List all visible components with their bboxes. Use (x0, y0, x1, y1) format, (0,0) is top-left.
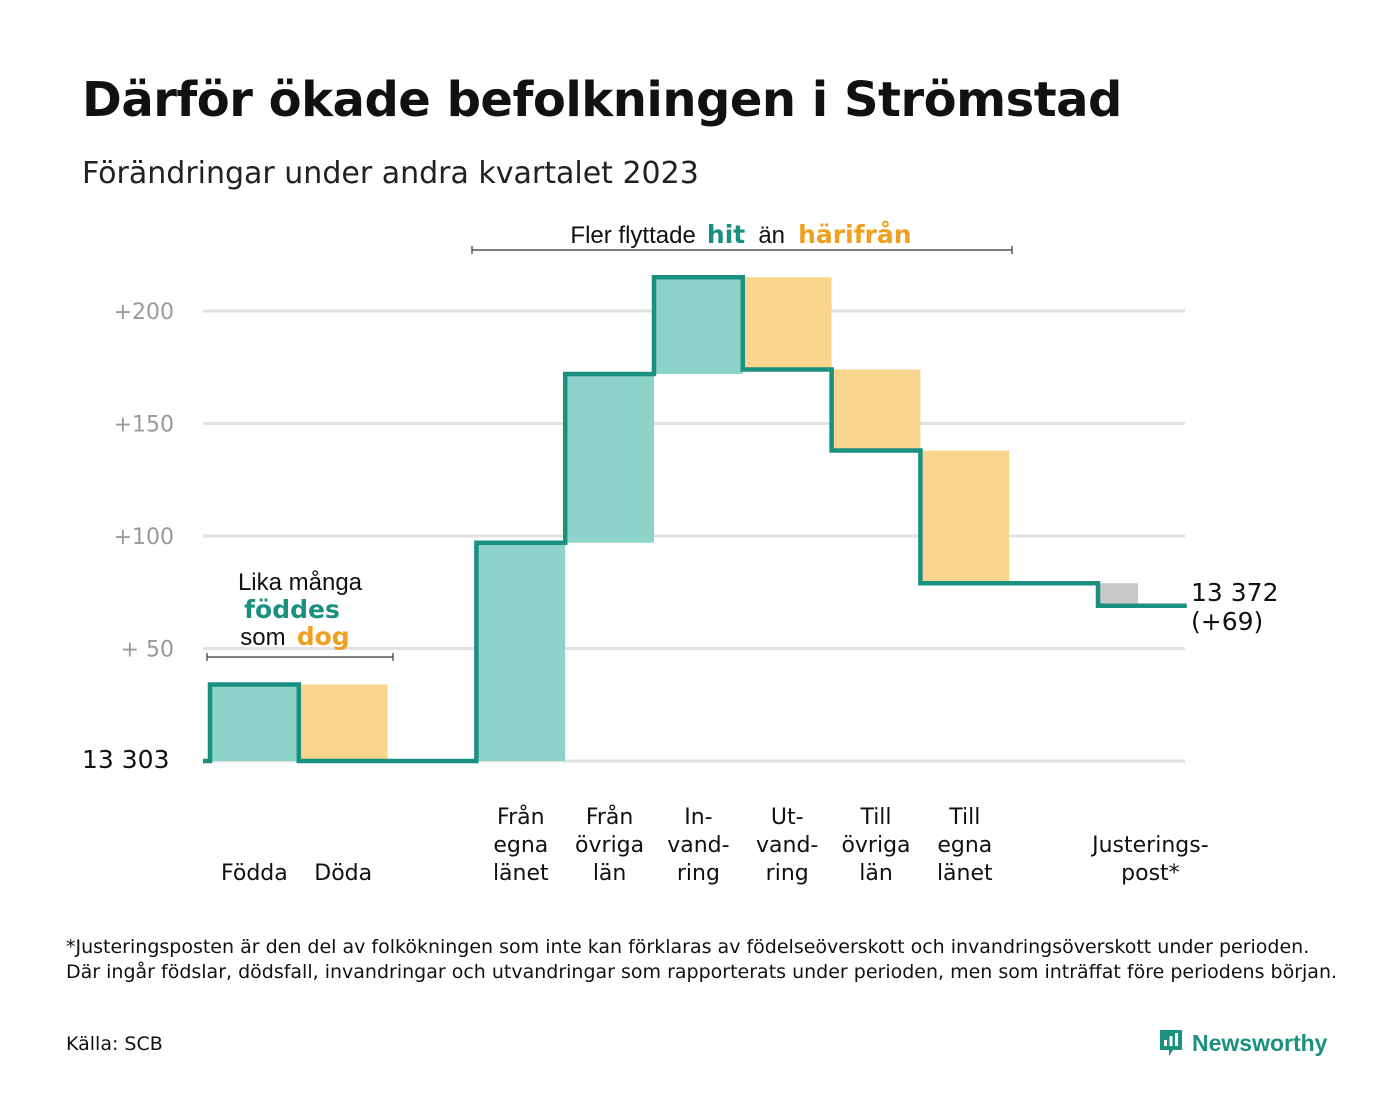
source-note: Källa: SCB (66, 1033, 163, 1055)
category-label: Till (859, 805, 891, 830)
svg-text:Fler flyttade hit: Fler flyttade hit än härifrån (570, 220, 911, 249)
bar-decrease (920, 450, 1010, 584)
annotation-left-bracket (206, 653, 394, 661)
bar-decrease (742, 277, 832, 370)
bar-increase (476, 542, 566, 761)
category-label: övriga (575, 833, 644, 858)
y-tick-label: +200 (114, 300, 174, 325)
category-labels: Födda Döda Från egna länet Från övriga län In-va… (221, 804, 1209, 886)
waterfall-bars (210, 277, 1138, 761)
category-label: egna (493, 833, 548, 858)
bar-decrease (831, 369, 921, 451)
category-label: Födda (221, 861, 288, 886)
step-line (203, 275, 1187, 764)
bar-adjustment (1100, 583, 1138, 606)
category-label: Justerings- (1090, 833, 1209, 858)
category-label: ring (766, 861, 809, 886)
end-value-label: 13 372 (1191, 578, 1278, 607)
category-label: län (593, 861, 627, 886)
bar-increase (565, 374, 654, 543)
annotation-top-harifran: härifrån (798, 220, 911, 249)
category-label: vand- (756, 833, 818, 858)
y-tick-label: +150 (114, 413, 174, 438)
annotation-top-text: Fler flyttade (570, 222, 695, 249)
category-label: egna (937, 833, 992, 858)
bar-increase (654, 277, 743, 374)
annotation-left-dog: dog (297, 622, 350, 651)
chart-subtitle: Förändringar under andra kvartalet 2023 (82, 156, 699, 191)
annotation-top-bracket (471, 246, 1013, 254)
footnote: *Justeringsposten är den del av folkökni… (66, 936, 1338, 983)
annotation-left-som: som (240, 624, 285, 651)
svg-text:som dog: som dog (240, 622, 349, 651)
births-deaths-annotation: Lika många föddes som dog (206, 569, 394, 661)
start-value-label: 13 303 (82, 745, 169, 774)
annotation-left-fodde: föddes (244, 595, 340, 624)
end-change-label: (+69) (1191, 607, 1263, 636)
bar-decrease (298, 684, 388, 761)
category-label: ring (677, 861, 720, 886)
category-label: post* (1121, 861, 1180, 886)
brand-logo: Newsworthy (1158, 1028, 1327, 1058)
category-label: Från (586, 804, 634, 830)
migration-annotation: Fler flyttade hit än härifrån (471, 220, 1013, 254)
category-label: övriga (841, 833, 910, 858)
category-label: län (859, 861, 893, 886)
brand-name: Newsworthy (1192, 1029, 1328, 1056)
category-label: Döda (314, 861, 372, 886)
category-label: Från (497, 804, 545, 830)
bar-increase (210, 684, 299, 761)
category-label: Ut- (771, 805, 804, 830)
annotation-top-mid: än (758, 222, 785, 249)
y-tick-label: +100 (114, 525, 174, 550)
category-label: länet (937, 861, 993, 886)
y-tick-label: + 50 (121, 638, 174, 663)
category-label: Till (948, 805, 980, 830)
step-line-group (203, 275, 1187, 764)
newsworthy-logo-icon (1160, 1030, 1182, 1056)
category-label: länet (493, 861, 549, 886)
waterfall-chart: +200+150+100+ 50 Födda DödaFrånegnalänetF… (82, 220, 1278, 886)
chart-title: Därför ökade befolkningen i Strömstad (82, 72, 1122, 128)
y-axis-ticks: +200 +150 +100 + 50 (114, 300, 174, 663)
category-label: vand- (667, 833, 729, 858)
annotation-top-hit: hit (707, 220, 745, 249)
category-label: In- (684, 805, 712, 830)
annotation-left-line1: Lika många (238, 569, 363, 596)
